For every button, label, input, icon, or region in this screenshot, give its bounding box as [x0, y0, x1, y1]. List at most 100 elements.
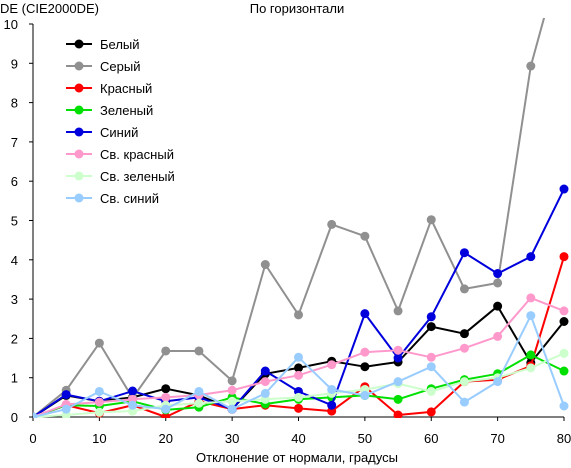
- x-tick-label: 50: [358, 431, 372, 446]
- legend-swatch-marker: [74, 83, 84, 93]
- legend-swatch-marker: [74, 193, 84, 203]
- series-2: [33, 18, 546, 418]
- x-tick-label: 60: [424, 431, 438, 446]
- data-point: [493, 278, 503, 288]
- data-point: [227, 385, 237, 395]
- data-point: [426, 362, 436, 372]
- data-point: [260, 377, 270, 387]
- data-point: [459, 248, 469, 258]
- data-point: [393, 345, 403, 355]
- data-point: [94, 386, 104, 396]
- y-tick-label: 10: [4, 17, 18, 32]
- data-point: [526, 61, 536, 71]
- legend-item: Белый: [66, 37, 140, 52]
- data-point: [94, 397, 104, 407]
- data-point: [559, 317, 569, 327]
- data-point: [260, 260, 270, 270]
- legend-label: Белый: [100, 37, 140, 52]
- data-point: [360, 231, 370, 241]
- legend-label: Св. синий: [100, 191, 159, 206]
- data-point: [294, 403, 303, 413]
- data-point: [559, 401, 569, 411]
- x-tick-label: 80: [557, 431, 571, 446]
- legend-item: Красный: [66, 81, 152, 96]
- data-point: [260, 366, 270, 376]
- data-point: [459, 377, 469, 387]
- data-point: [194, 386, 204, 396]
- data-point: [294, 352, 303, 362]
- data-point: [161, 412, 171, 418]
- data-point: [33, 412, 38, 418]
- legend-item: Св. синий: [66, 191, 159, 206]
- x-tick-label: 0: [29, 431, 36, 446]
- x-axis-label: Отклонение от нормали, градусы: [196, 450, 398, 465]
- chart-title: По горизонтали: [250, 1, 344, 16]
- legend-swatch-marker: [74, 127, 84, 137]
- x-tick-label: 10: [92, 431, 106, 446]
- data-point: [94, 407, 104, 417]
- data-point: [526, 252, 536, 262]
- legend-label: Св. зеленый: [100, 169, 175, 184]
- data-point: [393, 394, 403, 404]
- data-point: [393, 410, 403, 418]
- legend-label: Св. красный: [100, 147, 174, 162]
- data-point: [260, 388, 270, 398]
- data-point: [161, 346, 171, 356]
- data-point: [459, 329, 469, 339]
- data-point: [227, 396, 237, 406]
- data-point: [493, 269, 503, 279]
- data-point: [426, 407, 436, 417]
- x-tick-label: 70: [490, 431, 504, 446]
- data-point: [493, 377, 503, 387]
- data-point: [294, 363, 303, 373]
- data-point: [526, 293, 536, 303]
- data-point: [459, 343, 469, 353]
- data-point: [327, 219, 337, 229]
- x-tick-label: 40: [291, 431, 305, 446]
- y-tick-label: 6: [11, 174, 18, 189]
- legend-swatch-marker: [74, 149, 84, 159]
- data-point: [61, 404, 71, 414]
- y-tick-label: 2: [11, 331, 18, 346]
- y-tick-label: 5: [11, 214, 18, 229]
- y-tick-label: 4: [11, 253, 18, 268]
- data-point: [360, 390, 370, 400]
- data-point: [161, 404, 171, 414]
- data-point: [327, 384, 337, 394]
- data-point: [393, 377, 403, 387]
- data-point: [459, 284, 469, 294]
- legend-swatch-marker: [74, 105, 84, 115]
- y-tick-label: 1: [11, 371, 18, 386]
- data-point: [327, 360, 337, 370]
- data-point: [559, 184, 569, 194]
- data-point: [161, 392, 171, 402]
- data-point: [526, 350, 536, 360]
- data-point: [493, 331, 503, 341]
- legend-label: Зеленый: [100, 103, 153, 118]
- data-point: [128, 386, 138, 396]
- legend-item: Св. красный: [66, 147, 174, 162]
- data-point: [426, 352, 436, 362]
- y-axis-label: DE (CIE2000DE): [0, 1, 99, 16]
- legend-label: Красный: [100, 81, 152, 96]
- data-point: [360, 362, 370, 372]
- data-point: [161, 384, 171, 394]
- legend-item: Св. зеленый: [66, 169, 175, 184]
- data-point: [559, 306, 569, 316]
- data-point: [393, 353, 403, 363]
- data-point: [559, 348, 569, 358]
- legend-swatch-marker: [74, 171, 84, 181]
- legend-swatch-marker: [74, 61, 84, 71]
- data-point: [459, 397, 469, 407]
- data-point: [426, 215, 436, 225]
- data-point: [559, 252, 569, 262]
- data-point: [194, 346, 204, 356]
- data-point: [327, 400, 337, 410]
- y-tick-label: 0: [11, 410, 18, 425]
- data-point: [526, 311, 536, 321]
- y-tick-label: 7: [11, 135, 18, 150]
- legend-item: Серый: [66, 59, 140, 74]
- data-point: [360, 309, 370, 319]
- data-point: [294, 370, 303, 380]
